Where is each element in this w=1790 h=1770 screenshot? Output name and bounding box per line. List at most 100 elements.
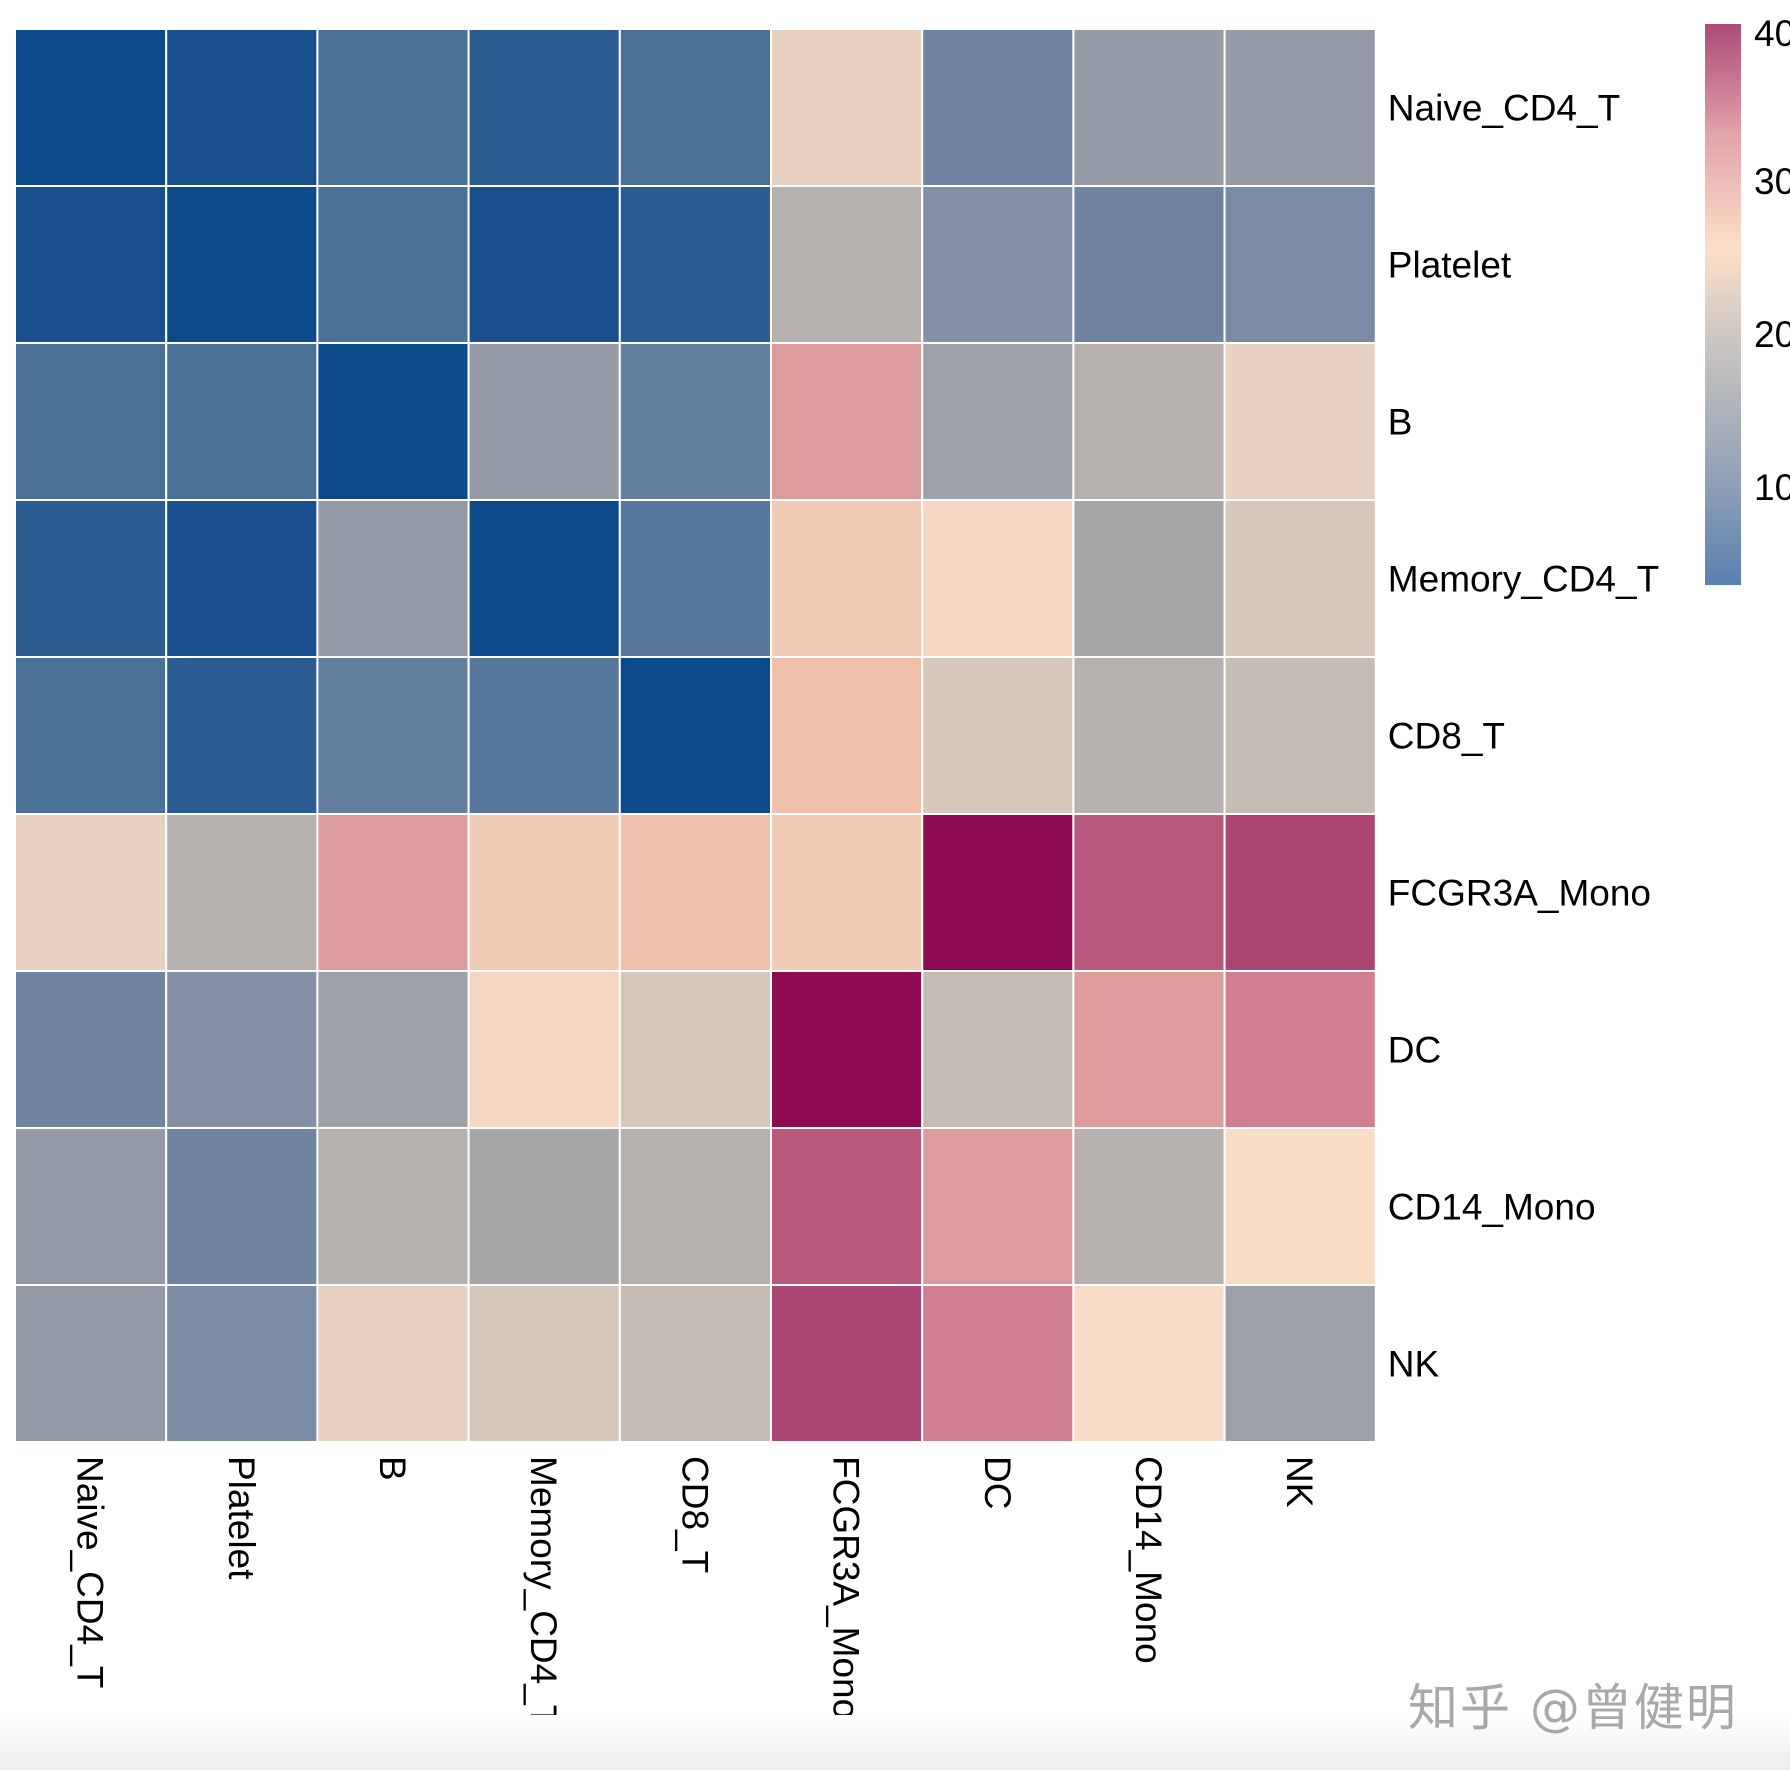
heatmap-cell [316,813,470,972]
column-label: Platelet [221,1456,262,1580]
heatmap-cell [921,656,1075,815]
heatmap-cell [316,342,470,501]
heatmap-cell [770,813,924,972]
column-label: FCGR3A_Mono [826,1456,867,1719]
heatmap-cell [770,185,924,344]
colorbar-tick-label: 40 [1754,13,1790,54]
heatmap-cell [618,185,772,344]
heatmap-cell [316,28,470,187]
heatmap-cell [1223,656,1377,815]
heatmap-cell [467,1127,621,1286]
heatmap-cell [14,813,168,972]
heatmap-cell [14,970,168,1129]
heatmap-cell [316,499,470,658]
heatmap-cell [921,28,1075,187]
column-label: CD8_T [674,1456,715,1573]
heatmap-cell [1072,813,1226,972]
heatmap-cell [165,1284,319,1443]
heatmap-cell [618,499,772,658]
heatmap-cell [467,185,621,344]
heatmap-cell [770,342,924,501]
heatmap-cell [1223,28,1377,187]
row-label: CD14_Mono [1388,1187,1596,1228]
heatmap-cell [316,656,470,815]
heatmap-cell [618,813,772,972]
heatmap-cell [14,499,168,658]
heatmap-cell [921,1127,1075,1286]
heatmap-cell [14,1284,168,1443]
heatmap-cell [618,28,772,187]
colorbar-tick-label: 10 [1754,467,1790,508]
row-label: FCGR3A_Mono [1388,873,1651,914]
heatmap-cell [1223,970,1377,1129]
heatmap-cell [770,656,924,815]
heatmap-cell [165,970,319,1129]
heatmap-cell [316,970,470,1129]
heatmap-cell [1223,1127,1377,1286]
heatmap-cell [467,656,621,815]
row-labels: Naive_CD4_T Platelet B Memory_CD4_T CD8_T FCG… [1388,88,1659,1385]
column-label: Memory_CD4_T [523,1456,564,1727]
column-label: CD14_Mono [1128,1456,1169,1664]
heatmap-cell [921,1284,1075,1443]
colorbar-tick-label: 30 [1754,161,1790,202]
heatmap-cell [165,813,319,972]
watermark: 知乎 @曾健明 [1408,1679,1738,1737]
heatmap-cell [1223,342,1377,501]
heatmap-cell [1223,185,1377,344]
heatmap-cell [1072,28,1226,187]
heatmap-cell [1223,1284,1377,1443]
heatmap-cell [14,656,168,815]
heatmap-cell [618,342,772,501]
heatmap-cell [618,656,772,815]
heatmap-cell [165,342,319,501]
colorbar [1705,24,1741,585]
column-label: B [372,1456,413,1481]
heatmap-cell [467,28,621,187]
heatmap-cell [770,499,924,658]
heatmap-cell [618,1127,772,1286]
colorbar-tick-label: 20 [1754,314,1790,355]
heatmap-cell [467,1284,621,1443]
heatmap-cell [770,1127,924,1286]
heatmap-cell [1072,499,1226,658]
heatmap-cell [1072,185,1226,344]
heatmap-cell [1072,656,1226,815]
heatmap-cell [316,1127,470,1286]
heatmap-cell [165,185,319,344]
heatmap-cell [14,1127,168,1286]
heatmap-cell [770,970,924,1129]
heatmap-cell [165,1127,319,1286]
bottom-fade [0,1715,1790,1770]
heatmap-cell [165,499,319,658]
heatmap-cell [316,1284,470,1443]
row-label: Platelet [1388,245,1512,286]
heatmap-cell [921,813,1075,972]
heatmap-cell [921,970,1075,1129]
heatmap-cell [921,342,1075,501]
heatmap-cell [1072,1127,1226,1286]
heatmap-cell [14,28,168,187]
heatmap-cell [618,970,772,1129]
heatmap-cells [14,28,1377,1443]
heatmap-cell [14,342,168,501]
column-label: NK [1279,1456,1320,1508]
heatmap-cell [921,185,1075,344]
heatmap-cell [1072,342,1226,501]
heatmap-cell [467,499,621,658]
row-label: CD8_T [1388,716,1505,757]
row-label: Memory_CD4_T [1388,559,1659,600]
heatmap-cell [770,1284,924,1443]
row-label: B [1388,402,1413,443]
row-label: Naive_CD4_T [1388,88,1620,129]
heatmap-cell [316,185,470,344]
heatmap-cell [921,499,1075,658]
heatmap-cell [165,28,319,187]
column-labels: Naive_CD4_T Platelet B Memory_CD4_T CD8_T FCG… [70,1456,1321,1727]
heatmap-cell [467,813,621,972]
heatmap-cell [770,28,924,187]
heatmap-cell [467,342,621,501]
heatmap-cell [165,656,319,815]
colorbar-tick-labels: 10 20 30 40 [1754,13,1790,508]
